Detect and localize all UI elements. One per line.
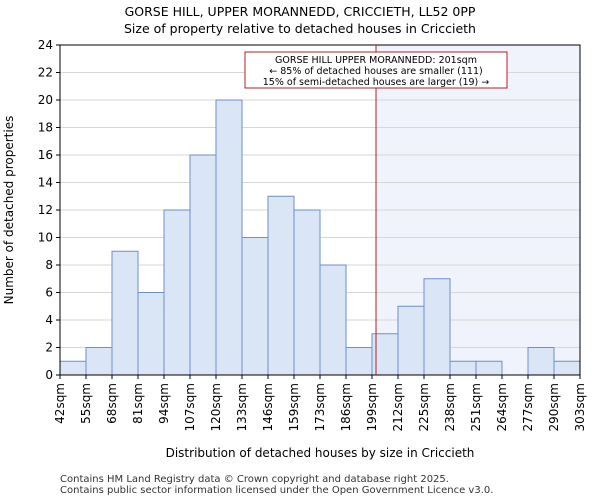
histogram-bar — [215, 99, 243, 376]
histogram-bar — [527, 347, 555, 376]
x-tick-label: 42sqm — [53, 383, 67, 424]
x-tick-label: 55sqm — [79, 383, 93, 424]
y-tick-label: 0 — [45, 368, 53, 382]
annotation-box — [244, 51, 508, 89]
annotation-text-line: GORSE HILL UPPER MORANNEDD: 201sqm — [275, 55, 477, 66]
histogram-bar — [293, 209, 321, 376]
histogram-bar — [59, 360, 87, 376]
histogram-bar — [189, 154, 217, 376]
x-tick-label: 186sqm — [339, 383, 353, 431]
x-tick-label: 199sqm — [365, 383, 379, 431]
annotation-text-line: 15% of semi-detached houses are larger (… — [263, 77, 490, 88]
histogram-bar — [553, 360, 581, 376]
y-tick-label: 20 — [38, 93, 53, 107]
x-tick-label: 212sqm — [391, 383, 405, 431]
x-tick-label: 146sqm — [261, 383, 275, 431]
histogram-bar — [345, 347, 373, 376]
y-tick-label: 18 — [38, 121, 53, 135]
x-tick-label: 133sqm — [235, 383, 249, 431]
x-axis-label: Distribution of detached houses by size … — [166, 446, 475, 460]
y-tick-label: 8 — [45, 258, 53, 272]
y-tick-label: 10 — [38, 231, 53, 245]
chart-subtitle: Size of property relative to detached ho… — [124, 21, 476, 36]
x-tick-label: 68sqm — [105, 383, 119, 424]
x-tick-label: 81sqm — [131, 383, 145, 424]
y-tick-label: 22 — [38, 66, 53, 80]
y-tick-label: 12 — [38, 203, 53, 217]
histogram-bar — [319, 264, 347, 376]
x-tick-label: 94sqm — [157, 383, 171, 424]
chart-title: GORSE HILL, UPPER MORANNEDD, CRICCIETH, … — [124, 4, 476, 19]
footer-copyright: Contains HM Land Registry data © Crown c… — [60, 474, 449, 485]
x-tick-label: 107sqm — [183, 383, 197, 431]
x-tick-label: 303sqm — [573, 383, 587, 431]
histogram-bar — [475, 360, 503, 376]
y-tick-label: 14 — [38, 176, 53, 190]
histogram-bar — [137, 292, 165, 376]
annotation-text-line: ← 85% of detached houses are smaller (11… — [269, 66, 482, 77]
x-tick-label: 251sqm — [469, 383, 483, 431]
y-tick-label: 16 — [38, 148, 53, 162]
y-tick-label: 6 — [45, 286, 53, 300]
x-tick-label: 238sqm — [443, 383, 457, 431]
histogram-bar — [241, 237, 269, 376]
x-tick-label: 173sqm — [313, 383, 327, 431]
y-tick-label: 24 — [38, 38, 53, 52]
y-axis-label: Number of detached properties — [2, 116, 16, 305]
x-tick-label: 225sqm — [417, 383, 431, 431]
histogram-bar — [163, 209, 191, 376]
x-tick-label: 120sqm — [209, 383, 223, 431]
histogram-bar — [111, 250, 139, 376]
y-tick-label: 4 — [45, 313, 53, 327]
histogram-bar — [449, 360, 477, 376]
footer-licence: Contains public sector information licen… — [60, 485, 494, 496]
histogram-bar — [397, 305, 425, 376]
histogram-bar — [85, 347, 113, 376]
x-tick-label: 159sqm — [287, 383, 301, 431]
x-tick-label: 264sqm — [495, 383, 509, 431]
x-tick-label: 277sqm — [521, 383, 535, 431]
y-tick-label: 2 — [45, 341, 53, 355]
histogram-bar — [423, 278, 451, 376]
histogram-bar — [267, 195, 295, 376]
x-tick-label: 290sqm — [547, 383, 561, 431]
